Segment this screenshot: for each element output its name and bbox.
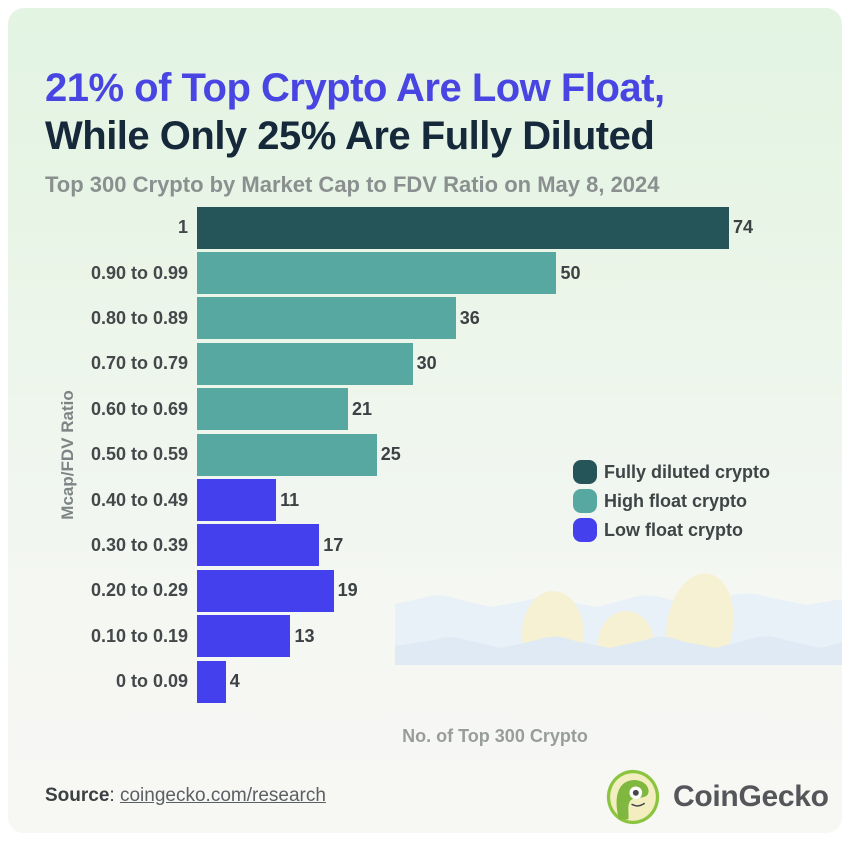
legend-item: High float crypto [573, 489, 770, 513]
value-label: 25 [380, 444, 401, 465]
bar [197, 388, 348, 431]
bar [197, 479, 277, 522]
page-title-dark: While Only 25% Are Fully Diluted [45, 114, 655, 158]
legend-label: Low float crypto [604, 519, 743, 540]
bar [197, 660, 226, 703]
value-label: 4 [229, 671, 240, 692]
value-label: 11 [280, 489, 300, 510]
value-label: 30 [416, 353, 437, 374]
bar-row: 0.40 to 0.49 11 [8, 477, 842, 522]
value-label: 17 [323, 534, 344, 555]
category-label: 0 to 0.09 [115, 671, 188, 692]
bar [197, 342, 413, 385]
legend: Fully diluted crypto High float crypto Low… [573, 460, 770, 542]
category-label: 0.20 to 0.29 [90, 580, 188, 601]
category-label: 0.10 to 0.19 [90, 625, 188, 646]
bar-row: 1 74 [8, 205, 842, 250]
bar-row: 0.20 to 0.29 19 [8, 568, 842, 613]
value-label: 13 [294, 625, 315, 646]
legend-swatch [573, 489, 597, 513]
category-label: 0.90 to 0.99 [90, 262, 188, 283]
source-separator: : [109, 785, 120, 806]
legend-item: Fully diluted crypto [573, 460, 770, 484]
source-line: Source: coingecko.com/research [45, 785, 326, 807]
legend-label: Fully diluted crypto [604, 461, 771, 482]
bar-row: 0.90 to 0.99 50 [8, 250, 842, 295]
bar [197, 433, 377, 476]
source-link[interactable]: coingecko.com/research [119, 785, 326, 806]
bar-row: 0.80 to 0.89 36 [8, 296, 842, 341]
source-label: Source [45, 785, 110, 806]
brand: CoinGecko [605, 769, 829, 825]
category-label: 0.30 to 0.39 [90, 534, 188, 555]
legend-swatch [573, 460, 597, 484]
bar-row: 0.30 to 0.39 17 [8, 523, 842, 568]
legend-item: Low float crypto [573, 518, 770, 542]
bar-row: 0.10 to 0.19 13 [8, 614, 842, 659]
page-subtitle: Top 300 Crypto by Market Cap to FDV Rati… [45, 172, 660, 197]
footer-band [8, 760, 842, 833]
bar-row: 0.50 to 0.59 25 [8, 432, 842, 477]
bar-row: 0.60 to 0.69 21 [8, 387, 842, 432]
category-label: 1 [177, 217, 188, 238]
value-label: 21 [351, 398, 372, 419]
bar [197, 206, 729, 249]
coingecko-logo-icon [606, 769, 660, 825]
page-title-accent: 21% of Top Crypto Are Low Float, [45, 66, 665, 110]
category-label: 0.80 to 0.89 [90, 307, 188, 328]
legend-label: High float crypto [604, 490, 747, 511]
bar [197, 252, 557, 295]
value-label: 36 [459, 307, 480, 328]
bar [197, 297, 456, 340]
bar [197, 524, 320, 567]
category-label: 0.50 to 0.59 [90, 444, 188, 465]
category-label: 0.70 to 0.79 [90, 353, 188, 374]
bar [197, 615, 291, 658]
value-label: 19 [337, 580, 358, 601]
bar-rows: 1 74 0.90 to 0.99 50 0.80 to 0.89 36 0.70 to 0… [8, 205, 842, 704]
brand-name: CoinGecko [673, 780, 829, 813]
legend-swatch [573, 518, 597, 542]
x-axis-label: No. of Top 300 Crypto [402, 726, 588, 746]
bar-row: 0.70 to 0.79 30 [8, 341, 842, 386]
bar [197, 569, 334, 612]
category-label: 0.60 to 0.69 [90, 398, 188, 419]
category-label: 0.40 to 0.49 [90, 489, 188, 510]
value-label: 74 [733, 217, 754, 238]
value-label: 50 [560, 262, 581, 283]
bar-row: 0 to 0.09 4 [8, 659, 842, 704]
infographic-card: 21% of Top Crypto Are Low Float, While O… [8, 8, 842, 833]
